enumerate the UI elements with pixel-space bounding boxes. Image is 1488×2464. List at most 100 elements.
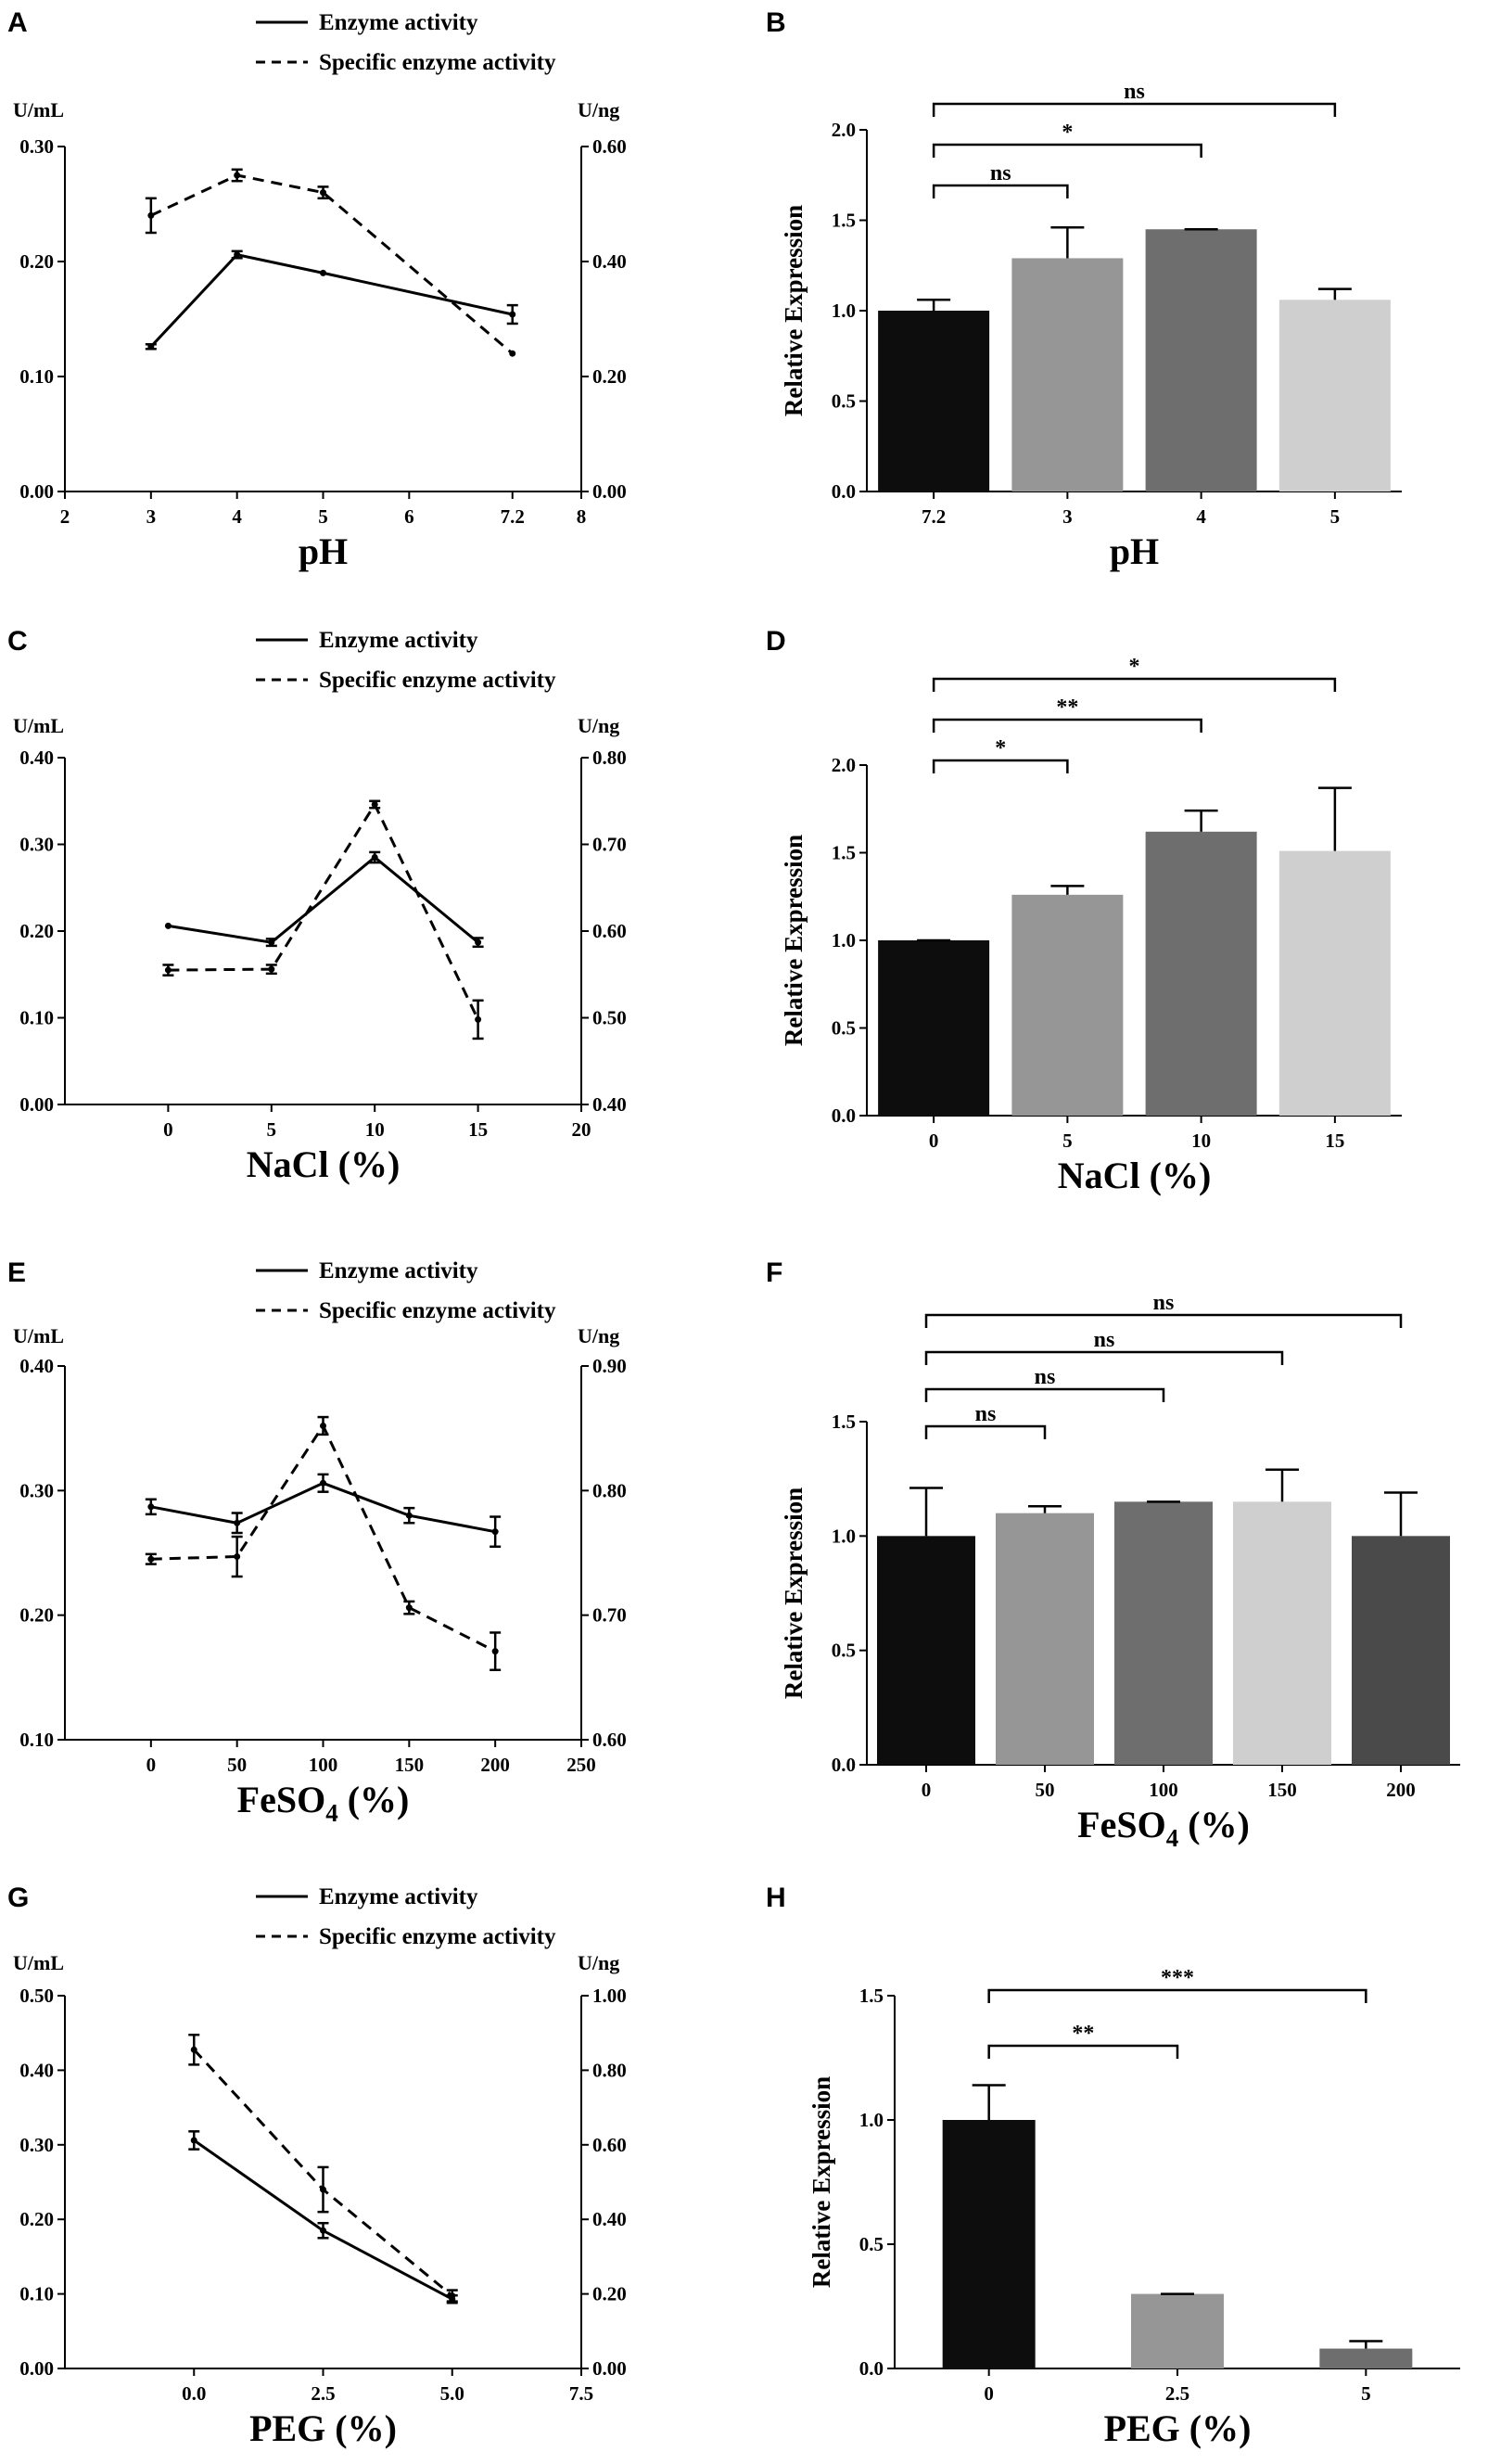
data-point	[405, 1512, 413, 1519]
x-tick-label: 4	[1196, 505, 1206, 528]
bracket-line	[924, 1350, 1284, 1365]
x-axis-label: PEG (%)	[249, 2407, 397, 2449]
panel-label: E	[7, 1258, 26, 1288]
legend-enzyme-activity: Enzyme activity	[319, 1258, 478, 1283]
data-point	[147, 211, 155, 219]
right-y-tick-label: 0.80	[592, 2059, 627, 2081]
bar-0	[877, 1536, 975, 1765]
y-tick-label: 0.0	[859, 2357, 884, 2380]
x-tick-label: 6	[404, 505, 414, 528]
panel-b-bar-chart: B 0.0 0.5 1.0 1.5 2.0 Relative Expression 7.2 3 4…	[766, 7, 1402, 572]
bar-200	[1352, 1536, 1450, 1765]
right-y-tick-label: 0.80	[592, 1479, 627, 1501]
left-axis-unit: U/mL	[13, 1324, 64, 1347]
y-tick-label: 2.0	[832, 119, 856, 141]
right-y-tick-label: 0.20	[592, 2283, 627, 2305]
legend-enzyme-activity: Enzyme activity	[319, 628, 478, 653]
x-tick-label: 100	[309, 1754, 338, 1776]
x-tick-label: 200	[1386, 1779, 1416, 1801]
x-axis-label: PEG (%)	[1104, 2407, 1252, 2449]
significance-bracket: ns	[932, 161, 1069, 198]
significance-label: ***	[1161, 1966, 1194, 1990]
right-y-tick-label: 0.90	[592, 1355, 627, 1377]
y-axis-label: Relative Expression	[780, 205, 808, 416]
dashed-series-line	[150, 173, 514, 355]
data-point	[190, 2046, 197, 2053]
solid-series-line	[193, 2138, 453, 2301]
x-tick-label: 7.5	[569, 2382, 593, 2405]
solid-series-line	[168, 855, 479, 944]
significance-bracket: **	[932, 696, 1202, 733]
data-point	[320, 189, 326, 197]
right-y-tick-label: 0.60	[592, 2134, 627, 2156]
right-y-tick-label: 0.80	[592, 747, 627, 769]
right-y-tick-label: 0.20	[592, 365, 627, 388]
x-tick-label: 5	[318, 505, 328, 528]
data-point	[320, 1479, 326, 1487]
x-tick-label: 15	[468, 1118, 488, 1141]
x-tick-label: 10	[365, 1118, 385, 1141]
bracket-line	[932, 718, 1202, 733]
y-tick-label: 1.0	[832, 1525, 856, 1547]
x-tick-label: 5.0	[440, 2382, 464, 2405]
data-point	[234, 172, 241, 179]
x-tick-label: 10	[1191, 1130, 1211, 1152]
data-point	[320, 1422, 326, 1429]
bracket-line	[924, 1424, 1047, 1439]
panel-f-bar-chart: F 0.0 0.5 1.0 1.5 Relative Expression 0 50 100 15…	[766, 1258, 1460, 1852]
x-tick-label: 7.2	[922, 505, 946, 528]
significance-bracket: ns	[924, 1365, 1165, 1402]
y-tick-label: 2.0	[832, 754, 856, 776]
y-axis-label: Relative Expression	[808, 2076, 835, 2288]
legend-specific-enzyme-activity: Specific enzyme activity	[319, 1924, 556, 1949]
x-tick-label: 150	[1267, 1779, 1297, 1801]
left-y-tick-label: 0.10	[19, 2283, 54, 2305]
data-point	[509, 350, 516, 357]
significance-bracket: ***	[987, 1966, 1367, 2003]
bar-50	[996, 1513, 1094, 1765]
x-tick-label: 250	[566, 1754, 596, 1776]
significance-label: ns	[1153, 1291, 1175, 1315]
right-y-tick-label: 0.60	[592, 920, 627, 942]
data-point	[475, 938, 482, 946]
y-tick-label: 1.5	[832, 1411, 856, 1433]
y-tick-label: 1.5	[832, 210, 856, 232]
legend-specific-enzyme-activity: Specific enzyme activity	[319, 668, 556, 693]
x-tick-label: 5	[1062, 1130, 1073, 1152]
solid-series-line	[149, 252, 514, 348]
y-axis-label: Relative Expression	[780, 1487, 808, 1699]
dashed-series-line	[150, 1423, 496, 1653]
chart-legend: Enzyme activity Specific enzyme activity	[256, 628, 556, 693]
significance-label: ns	[1035, 1365, 1056, 1389]
bracket-line	[932, 102, 1337, 117]
panel-label: A	[7, 7, 28, 38]
right-y-tick-label: 0.70	[592, 834, 627, 856]
right-y-tick-label: 0.60	[592, 1729, 627, 1751]
panel-label: B	[766, 7, 786, 38]
data-point	[491, 1648, 499, 1655]
left-y-tick-label: 0.30	[19, 135, 54, 158]
y-tick-label: 0.5	[832, 1017, 856, 1040]
bar-7.2	[878, 311, 990, 492]
significance-bracket: ns	[924, 1402, 1047, 1439]
panel-label: G	[7, 1883, 29, 1913]
bar-100	[1114, 1501, 1213, 1765]
right-axis-unit: U/ng	[578, 1324, 619, 1347]
data-point	[371, 854, 378, 862]
data-point	[234, 1553, 241, 1561]
left-y-tick-label: 0.20	[19, 250, 54, 273]
chart-legend: Enzyme activity Specific enzyme activity	[256, 10, 556, 75]
right-y-tick-label: 0.40	[592, 2208, 627, 2230]
bracket-line	[924, 1387, 1165, 1402]
y-tick-label: 1.5	[832, 842, 856, 864]
left-y-tick-label: 0.30	[19, 2134, 54, 2156]
left-y-tick-label: 0.00	[19, 2357, 54, 2380]
panel-d-bar-chart: D 0.0 0.5 1.0 1.5 2.0 Relative Expression 0 5 10 1…	[766, 626, 1402, 1196]
left-y-tick-label: 0.20	[19, 1604, 54, 1627]
chart-legend: Enzyme activity Specific enzyme activity	[256, 1258, 556, 1323]
right-axis-unit: U/ng	[578, 714, 619, 737]
bar-0	[878, 940, 990, 1116]
bar-2.5	[1131, 2293, 1224, 2368]
left-y-tick-label: 0.40	[19, 747, 54, 769]
data-point	[320, 2186, 326, 2193]
